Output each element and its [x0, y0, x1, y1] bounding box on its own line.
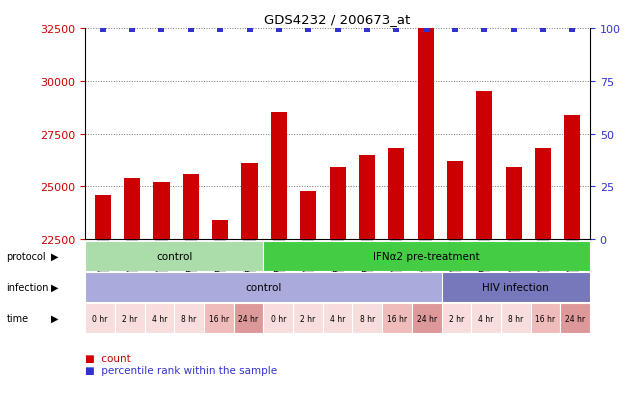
- Point: [509, 27, 519, 33]
- Bar: [115, 304, 144, 333]
- Bar: [535, 149, 551, 240]
- Text: HIV infection: HIV infection: [482, 282, 549, 292]
- Bar: [382, 304, 412, 333]
- Text: 4 hr: 4 hr: [330, 314, 345, 323]
- Bar: [300, 191, 316, 240]
- Bar: [531, 304, 560, 333]
- Point: [421, 27, 431, 33]
- Text: 16 hr: 16 hr: [535, 314, 555, 323]
- Text: 0 hr: 0 hr: [92, 314, 108, 323]
- Bar: [144, 304, 174, 333]
- Point: [362, 27, 372, 33]
- Bar: [183, 174, 199, 240]
- Text: 16 hr: 16 hr: [209, 314, 229, 323]
- Text: time: time: [6, 313, 28, 323]
- Point: [303, 27, 313, 33]
- Bar: [85, 273, 442, 302]
- Bar: [204, 304, 233, 333]
- Text: 8 hr: 8 hr: [508, 314, 523, 323]
- Point: [480, 27, 490, 33]
- Point: [391, 27, 401, 33]
- Text: 2 hr: 2 hr: [449, 314, 464, 323]
- Bar: [329, 168, 346, 240]
- Text: IFNα2 pre-treatment: IFNα2 pre-treatment: [374, 252, 480, 261]
- Bar: [442, 273, 590, 302]
- Text: 8 hr: 8 hr: [182, 314, 197, 323]
- Bar: [263, 304, 293, 333]
- Bar: [505, 168, 522, 240]
- Text: control: control: [245, 282, 281, 292]
- Bar: [174, 304, 204, 333]
- Bar: [212, 221, 228, 240]
- Point: [127, 27, 137, 33]
- Bar: [263, 242, 590, 271]
- Point: [156, 27, 167, 33]
- Bar: [418, 25, 433, 240]
- Bar: [471, 304, 501, 333]
- Bar: [242, 164, 257, 240]
- Point: [538, 27, 548, 33]
- Text: 16 hr: 16 hr: [387, 314, 407, 323]
- Text: 2 hr: 2 hr: [122, 314, 138, 323]
- Text: 4 hr: 4 hr: [151, 314, 167, 323]
- Text: ▶: ▶: [50, 313, 58, 323]
- Bar: [85, 242, 263, 271]
- Bar: [412, 304, 442, 333]
- Text: 0 hr: 0 hr: [271, 314, 286, 323]
- Bar: [442, 304, 471, 333]
- Point: [244, 27, 254, 33]
- Text: 4 hr: 4 hr: [478, 314, 493, 323]
- Bar: [85, 304, 115, 333]
- Point: [274, 27, 284, 33]
- Bar: [322, 304, 353, 333]
- Point: [98, 27, 108, 33]
- Text: ▶: ▶: [50, 252, 58, 261]
- Bar: [233, 304, 263, 333]
- Text: infection: infection: [6, 282, 49, 292]
- Bar: [359, 155, 375, 240]
- Bar: [388, 149, 404, 240]
- Bar: [353, 304, 382, 333]
- Text: 8 hr: 8 hr: [360, 314, 375, 323]
- Point: [333, 27, 343, 33]
- Bar: [153, 183, 170, 240]
- Text: 24 hr: 24 hr: [565, 314, 585, 323]
- Bar: [476, 92, 492, 240]
- Text: 24 hr: 24 hr: [239, 314, 259, 323]
- Point: [567, 27, 577, 33]
- Text: ■  count: ■ count: [85, 353, 131, 363]
- Text: protocol: protocol: [6, 252, 46, 261]
- Point: [215, 27, 225, 33]
- Bar: [95, 195, 111, 240]
- Bar: [447, 161, 463, 240]
- Text: ■  percentile rank within the sample: ■ percentile rank within the sample: [85, 366, 277, 375]
- Title: GDS4232 / 200673_at: GDS4232 / 200673_at: [264, 13, 411, 26]
- Bar: [271, 113, 287, 240]
- Text: 2 hr: 2 hr: [300, 314, 316, 323]
- Bar: [293, 304, 322, 333]
- Point: [450, 27, 460, 33]
- Text: control: control: [156, 252, 192, 261]
- Bar: [124, 178, 140, 240]
- Bar: [501, 304, 531, 333]
- Text: ▶: ▶: [50, 282, 58, 292]
- Text: 24 hr: 24 hr: [416, 314, 437, 323]
- Bar: [560, 304, 590, 333]
- Bar: [564, 115, 581, 240]
- Point: [186, 27, 196, 33]
